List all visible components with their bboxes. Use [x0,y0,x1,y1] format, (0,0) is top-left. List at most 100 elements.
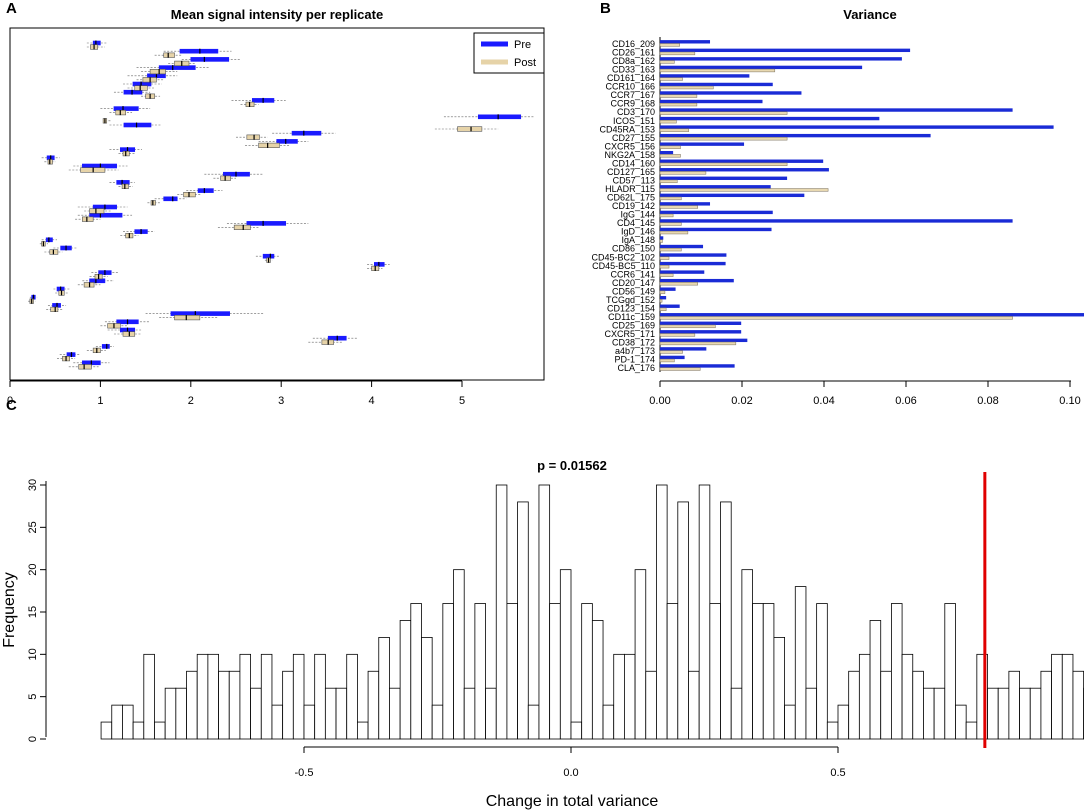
category-label-CD27_155: CD27_155 [612,133,655,143]
histogram-bin-26 [367,670,380,740]
histogram-bin-87 [1019,687,1031,740]
bar-post-NKG2A_158 [659,154,681,158]
post-box-22 [82,216,94,222]
bar-pre-CCR6_141 [660,270,705,274]
chart-a-tick-label-2: 2 [188,395,194,407]
bar-post-CCR7_167 [659,94,698,98]
bar-post-CD25_169 [659,324,716,329]
bar-post-CCR6_141 [659,273,674,277]
histogram-bin-28 [389,687,401,740]
histogram-bin-39 [506,603,519,740]
category-label-CD8a_162: CD8a_162 [612,56,655,66]
histogram-bin-75 [891,603,903,740]
panel-c-label: C [6,397,17,414]
chart-c-ytick-label-5: 5 [27,694,39,700]
histogram-bin-15 [250,687,262,740]
post-box-40 [78,364,92,370]
chart-a-boxes [28,40,535,370]
histogram-bin-10 [196,653,209,740]
histogram-bin-8 [175,687,187,740]
category-label-CD26_161: CD26_161 [612,48,655,58]
bar-post-CD20_147 [659,282,698,286]
category-label-CD123_154: CD123_154 [607,303,655,313]
post-box-11 [457,126,483,132]
bar-pre-CD4_145 [660,219,1013,223]
histogram-bin-20 [303,704,316,740]
bar-post-IgA_148 [659,239,663,243]
histogram-bin-62 [752,603,764,740]
histogram-bin-59 [720,501,732,740]
category-label-IgD_146: IgD_146 [621,227,655,237]
histogram-bin-74 [880,670,892,740]
pre-box-13 [276,139,298,144]
legend-post-label: Post [514,57,536,69]
bar-post-PD-1_174 [659,358,675,363]
histogram-bin-49 [613,653,625,740]
pre-box-19 [197,188,214,193]
chart-b-tick-label-0.00: 0.00 [649,395,670,407]
bar-pre-CLA_176 [660,364,735,368]
chart-c-title: p = 0.01562 [537,458,607,473]
bar-pre-CD45RA_153 [660,125,1054,129]
bar-post-CXCR5_156 [659,145,681,149]
bar-pre-IgD_146 [660,227,772,232]
chart-b-tick-label-0.08: 0.08 [977,395,998,407]
chart-c-ytick-label-10: 10 [27,648,39,660]
chart-c-y-ticks: 0 5 10 15 20 25 30 [27,479,46,742]
histogram-bin-63 [762,603,775,740]
pre-box-4 [158,65,196,70]
bar-post-ICOS_151 [659,120,677,124]
chart-c-xtick-label-0.0: 0.0 [563,767,578,779]
bar-pre-CXCR5_171 [660,330,742,334]
histogram-bin-35 [463,687,476,740]
histogram-bin-92 [1072,670,1084,740]
histogram-bin-64 [773,637,785,740]
category-label-CD86_150: CD86_150 [612,244,655,254]
category-label-CD38_172: CD38_172 [612,338,655,348]
category-label-CCR6_141: CCR6_141 [610,269,655,279]
histogram-bin-17 [271,704,284,740]
histogram-bin-11 [207,653,219,740]
histogram-bin-69 [826,721,839,740]
legend-pre-label: Pre [514,39,531,51]
chart-c-x-ticks: -0.5 0.0 0.5 [295,747,846,779]
category-label-CD57_113: CD57_113 [613,175,655,185]
bar-pre-CD123_154 [660,304,680,308]
chart-c-bars [100,484,1084,740]
chart-a-tick-label-3: 3 [278,395,284,407]
legend-box [473,32,545,74]
histogram-bin-3 [122,704,134,740]
pre-box-7 [123,89,143,95]
chart-c-xtick-label-0.5: 0.5 [830,767,845,779]
chart-b-tick-label-0.10: 0.10 [1059,395,1080,407]
chart-a-title: Mean signal intensity per replicate [171,7,383,22]
panel-b: B Variance CD16_209CD26_161CD8a_162CD33_… [591,0,1084,407]
category-label-CD161_164: CD161_164 [607,73,655,83]
chart-a-tick-label-0: 0 [7,395,13,407]
category-label-CD45-BC5_110: CD45-BC5_110 [592,261,655,271]
pre-box-3 [190,57,230,62]
histogram-bin-27 [378,637,390,740]
chart-b-tick-label-0.02: 0.02 [731,395,752,407]
histogram-bin-52 [645,670,657,740]
category-label-CD11c_159: CD11c_159 [608,312,655,322]
bar-post-CD86_150 [659,247,682,252]
histogram-bin-82 [965,721,978,740]
chart-c-ytick-label-20: 20 [27,564,39,576]
histogram-bin-60 [730,687,743,740]
chart-a-tick-label-4: 4 [369,395,375,407]
histogram-bin-56 [688,670,700,740]
category-label-CD127_165: CD127_165 [607,167,655,177]
category-label-CD20_147: CD20_147 [612,278,655,288]
bar-pre-CCR7_167 [660,91,802,95]
pre-box-12 [291,130,322,136]
bar-post-IgD_146 [659,230,689,235]
post-box-4 [149,69,166,75]
pre-box-30 [89,278,106,284]
category-label-CD19_142: CD19_142 [612,201,655,211]
bar-post-CD27_155 [659,137,788,141]
bar-post-CD19_142 [659,205,698,209]
histogram-bin-45 [570,721,583,740]
bar-pre-CD16_209 [660,40,711,44]
